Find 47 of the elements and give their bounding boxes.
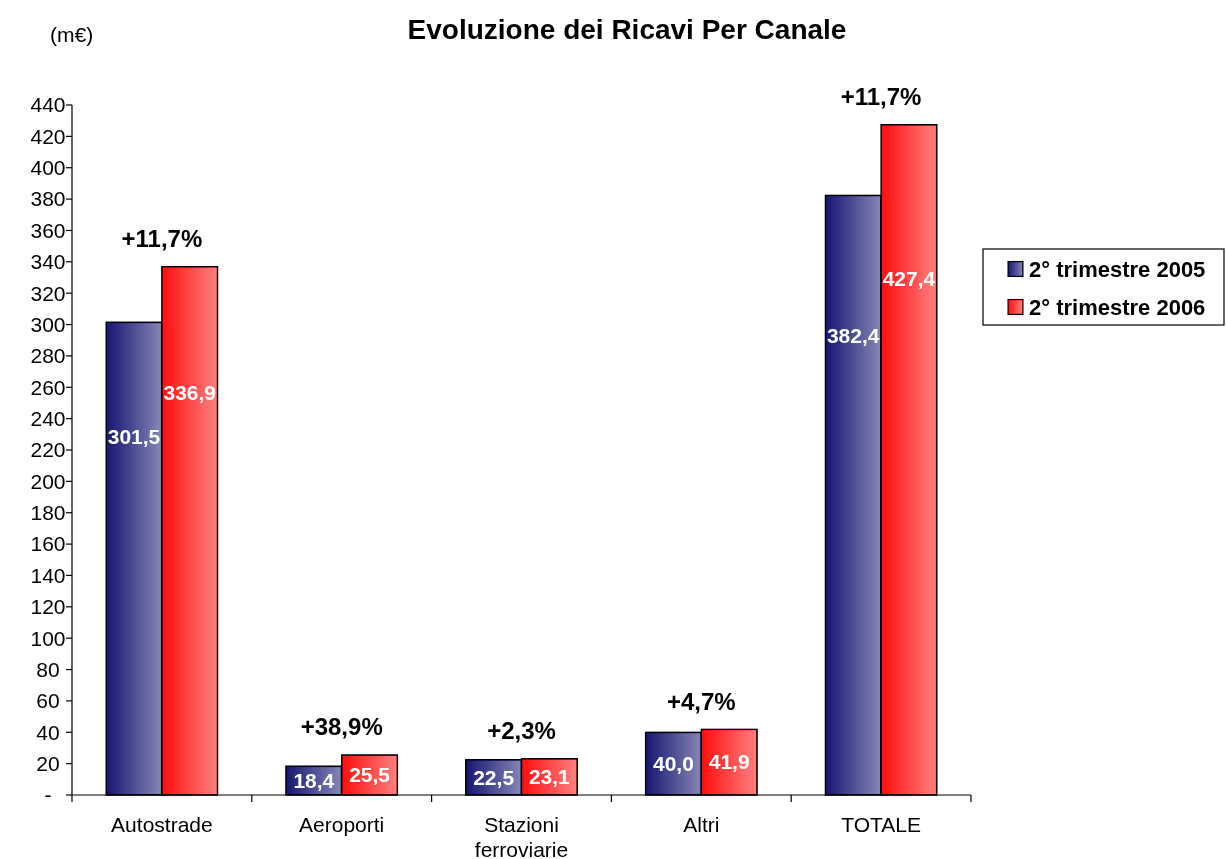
legend-label: 2° trimestre 2005 bbox=[1029, 256, 1206, 282]
annotation: +11,7% bbox=[840, 83, 922, 111]
data-label: 427,4 bbox=[882, 267, 936, 291]
data-label: 18,4 bbox=[293, 768, 335, 792]
y-tick-label: 100 bbox=[30, 626, 66, 650]
y-tick-label: 420 bbox=[30, 124, 66, 148]
x-tick-label: TOTALE bbox=[841, 813, 921, 836]
y-tick-label: 240 bbox=[30, 406, 66, 430]
y-tick-label: 120 bbox=[30, 595, 66, 619]
x-tick-label: Altri bbox=[683, 813, 720, 836]
y-tick-label: 360 bbox=[30, 218, 66, 242]
annotation: +2,3% bbox=[487, 717, 556, 745]
annotation: +11,7% bbox=[121, 225, 203, 253]
y-tick-label: 380 bbox=[30, 187, 66, 211]
y-tick-label: 60 bbox=[36, 689, 60, 713]
y-tick-label: 400 bbox=[30, 156, 66, 180]
y-tick-label: 260 bbox=[30, 375, 66, 399]
y-tick-label: 200 bbox=[30, 469, 66, 493]
y-tick-label: 80 bbox=[36, 657, 60, 681]
y-tick-label: 140 bbox=[30, 563, 66, 587]
data-label: 22,5 bbox=[473, 765, 515, 789]
data-label: 382,4 bbox=[826, 323, 880, 347]
chart-title: Evoluzione dei Ricavi Per Canale bbox=[407, 14, 847, 45]
y-tick-label: - bbox=[44, 783, 52, 807]
annotation: +4,7% bbox=[666, 687, 736, 715]
annotation: +38,9% bbox=[300, 713, 383, 741]
y-tick-label: 180 bbox=[30, 501, 66, 525]
x-tick-label: Stazioni ferroviarie bbox=[474, 813, 569, 859]
data-label: 336,9 bbox=[163, 380, 217, 404]
data-label: 41,9 bbox=[708, 750, 750, 774]
y-tick-label: 20 bbox=[36, 751, 60, 775]
y-tick-label: 300 bbox=[30, 312, 66, 336]
y-tick-label: 40 bbox=[36, 720, 60, 744]
x-tick-label: Aeroporti bbox=[299, 813, 385, 836]
y-tick-label: 220 bbox=[30, 438, 66, 462]
legend-label: 2° trimestre 2006 bbox=[1029, 294, 1206, 320]
x-tick-label: Autostrade bbox=[111, 813, 213, 836]
data-label: 301,5 bbox=[107, 425, 161, 449]
y-tick-label: 280 bbox=[30, 344, 66, 368]
data-label: 25,5 bbox=[349, 763, 391, 787]
y-tick-label: 320 bbox=[30, 281, 66, 305]
y-tick-label: 340 bbox=[30, 250, 66, 274]
y-tick-label: 160 bbox=[30, 532, 66, 556]
data-label: 40,0 bbox=[652, 751, 694, 775]
data-label: 23,1 bbox=[528, 765, 571, 789]
y-axis-title: (m€) bbox=[50, 23, 94, 46]
y-tick-label: 440 bbox=[30, 93, 66, 117]
